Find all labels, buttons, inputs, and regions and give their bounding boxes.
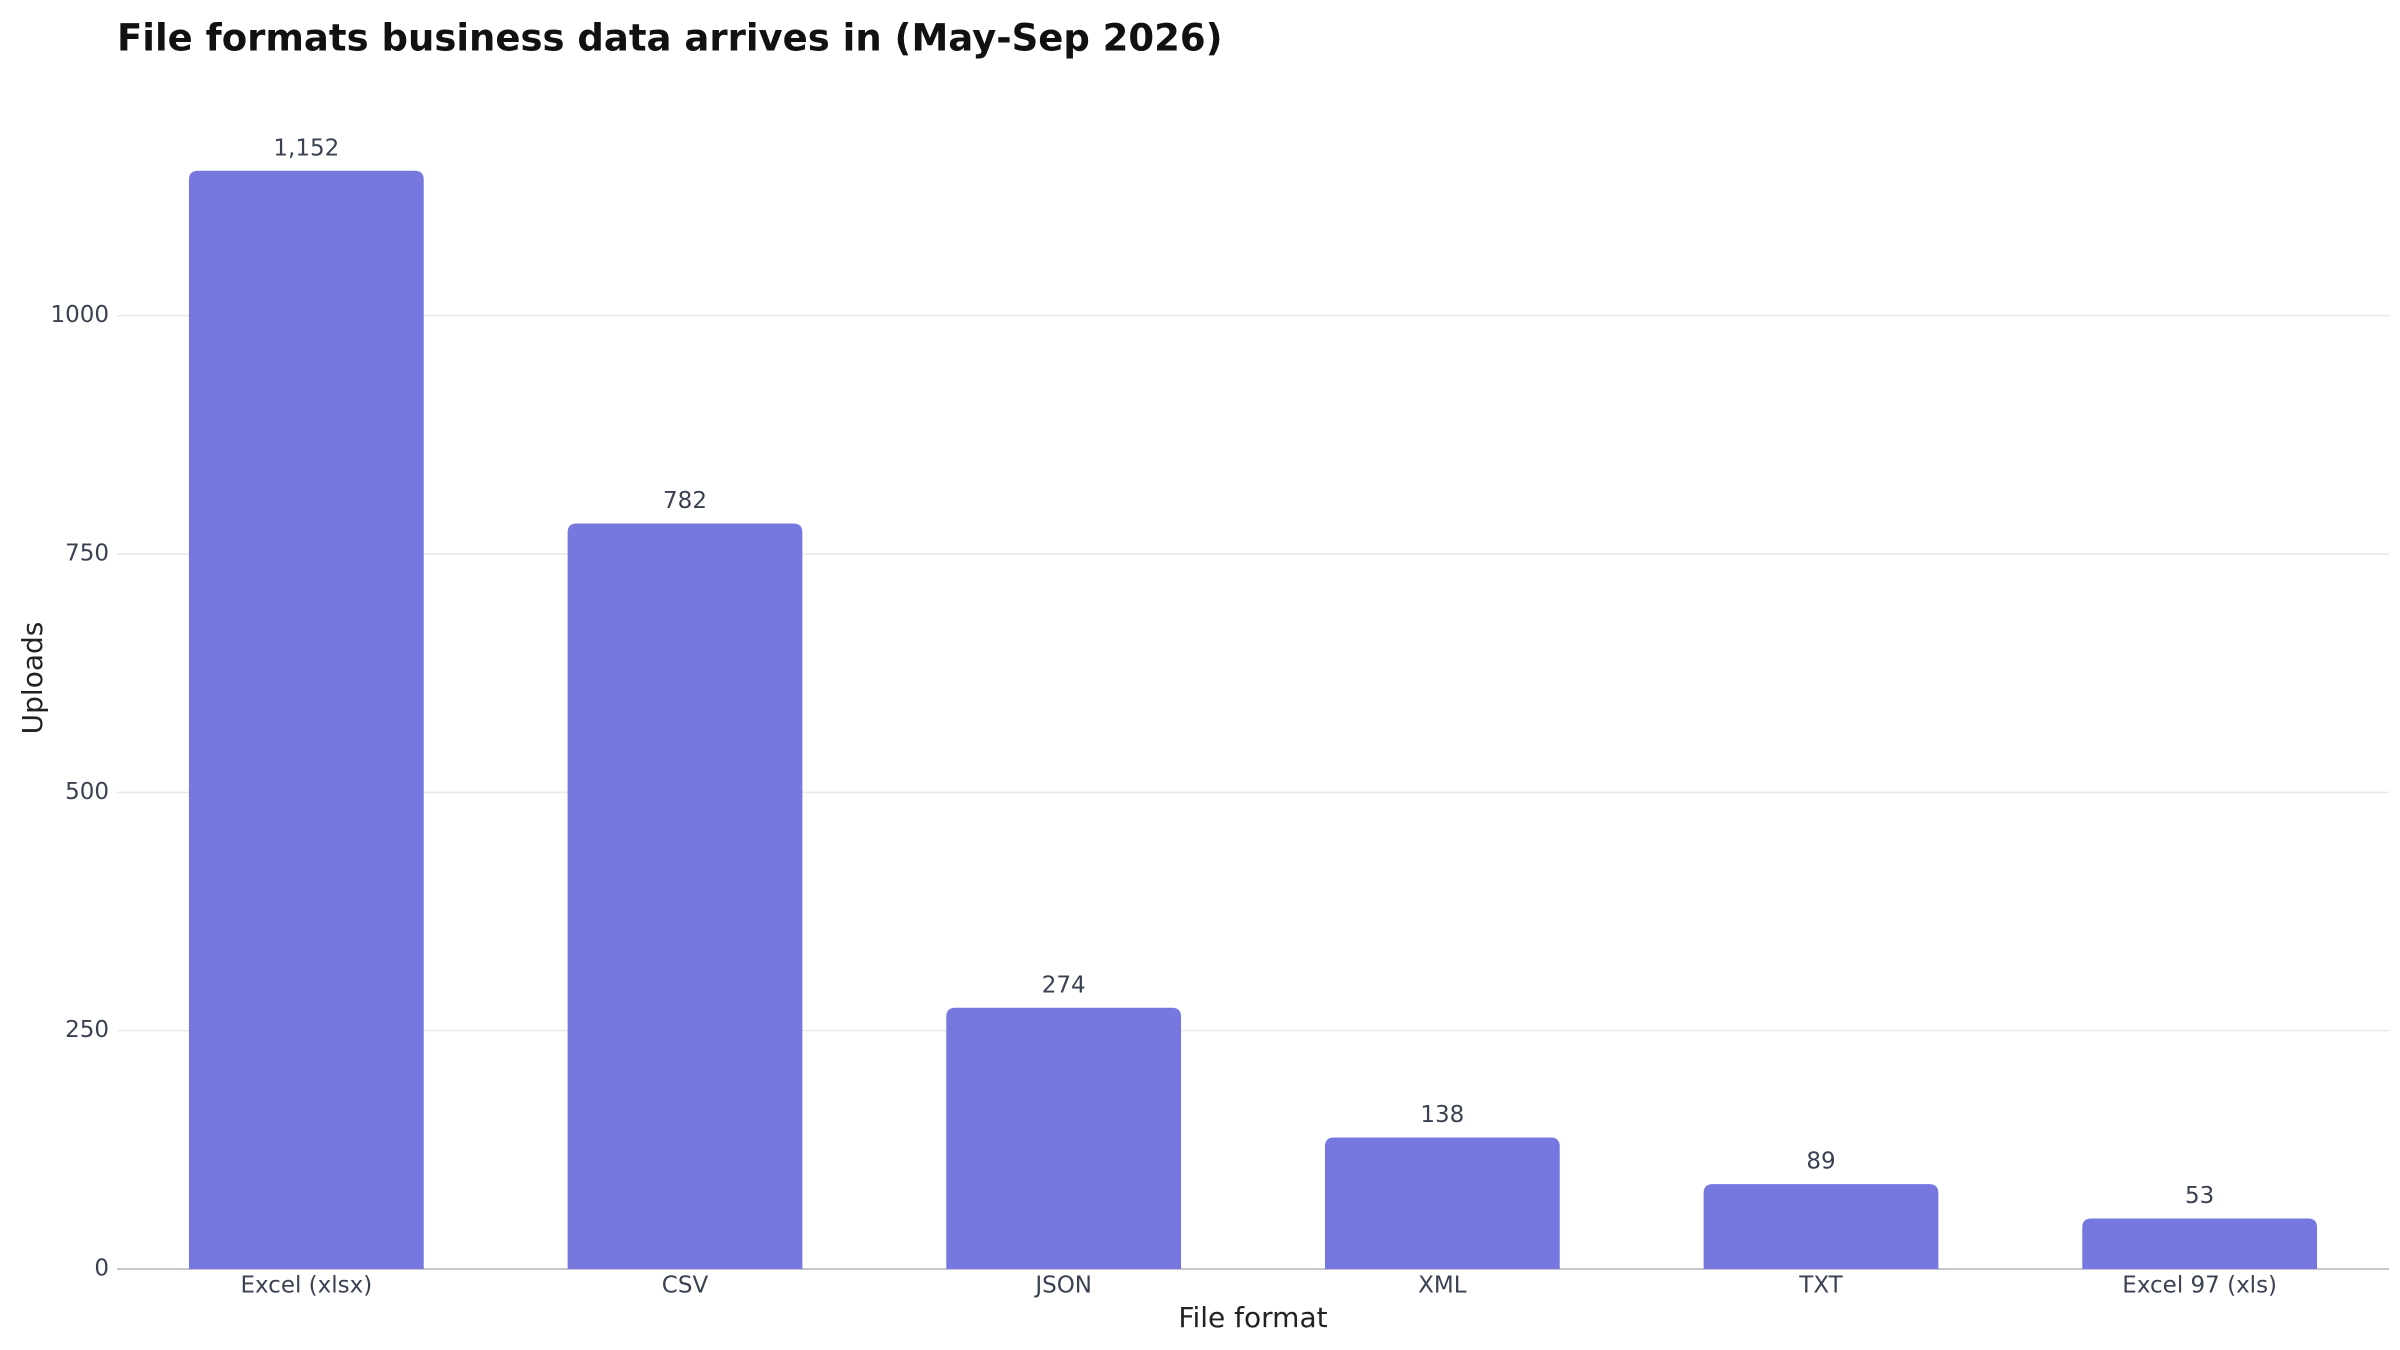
data-label: 89 [1806,1149,1835,1175]
data-label: 274 [1042,972,1086,998]
x-tick-label: Excel (xlsx) [240,1273,372,1299]
bar [188,170,424,1269]
chart-title: File formats business data arrives in (M… [117,17,1223,60]
y-axis-label: Uploads [16,622,49,735]
bar [1324,1137,1560,1269]
x-axis-label: File format [1178,1301,1327,1334]
bar [2082,1218,2318,1269]
y-tick-label: 250 [65,1017,109,1043]
data-label: 1,152 [273,135,339,161]
y-tick-label: 500 [65,779,109,805]
bar [946,1007,1182,1269]
y-tick-label: 0 [94,1256,109,1282]
x-tick-label: TXT [1798,1273,1843,1299]
data-label: 53 [2185,1183,2214,1209]
x-tick-label: XML [1418,1273,1467,1299]
y-tick-label: 750 [65,541,109,567]
y-tick-label: 1000 [50,302,109,328]
bar [567,523,803,1269]
data-label: 138 [1420,1102,1464,1128]
bar [1703,1184,1939,1269]
x-tick-label: Excel 97 (xls) [2122,1273,2277,1299]
x-tick-label: JSON [1033,1273,1092,1299]
x-tick-label: CSV [662,1273,709,1299]
data-label: 782 [663,488,707,514]
